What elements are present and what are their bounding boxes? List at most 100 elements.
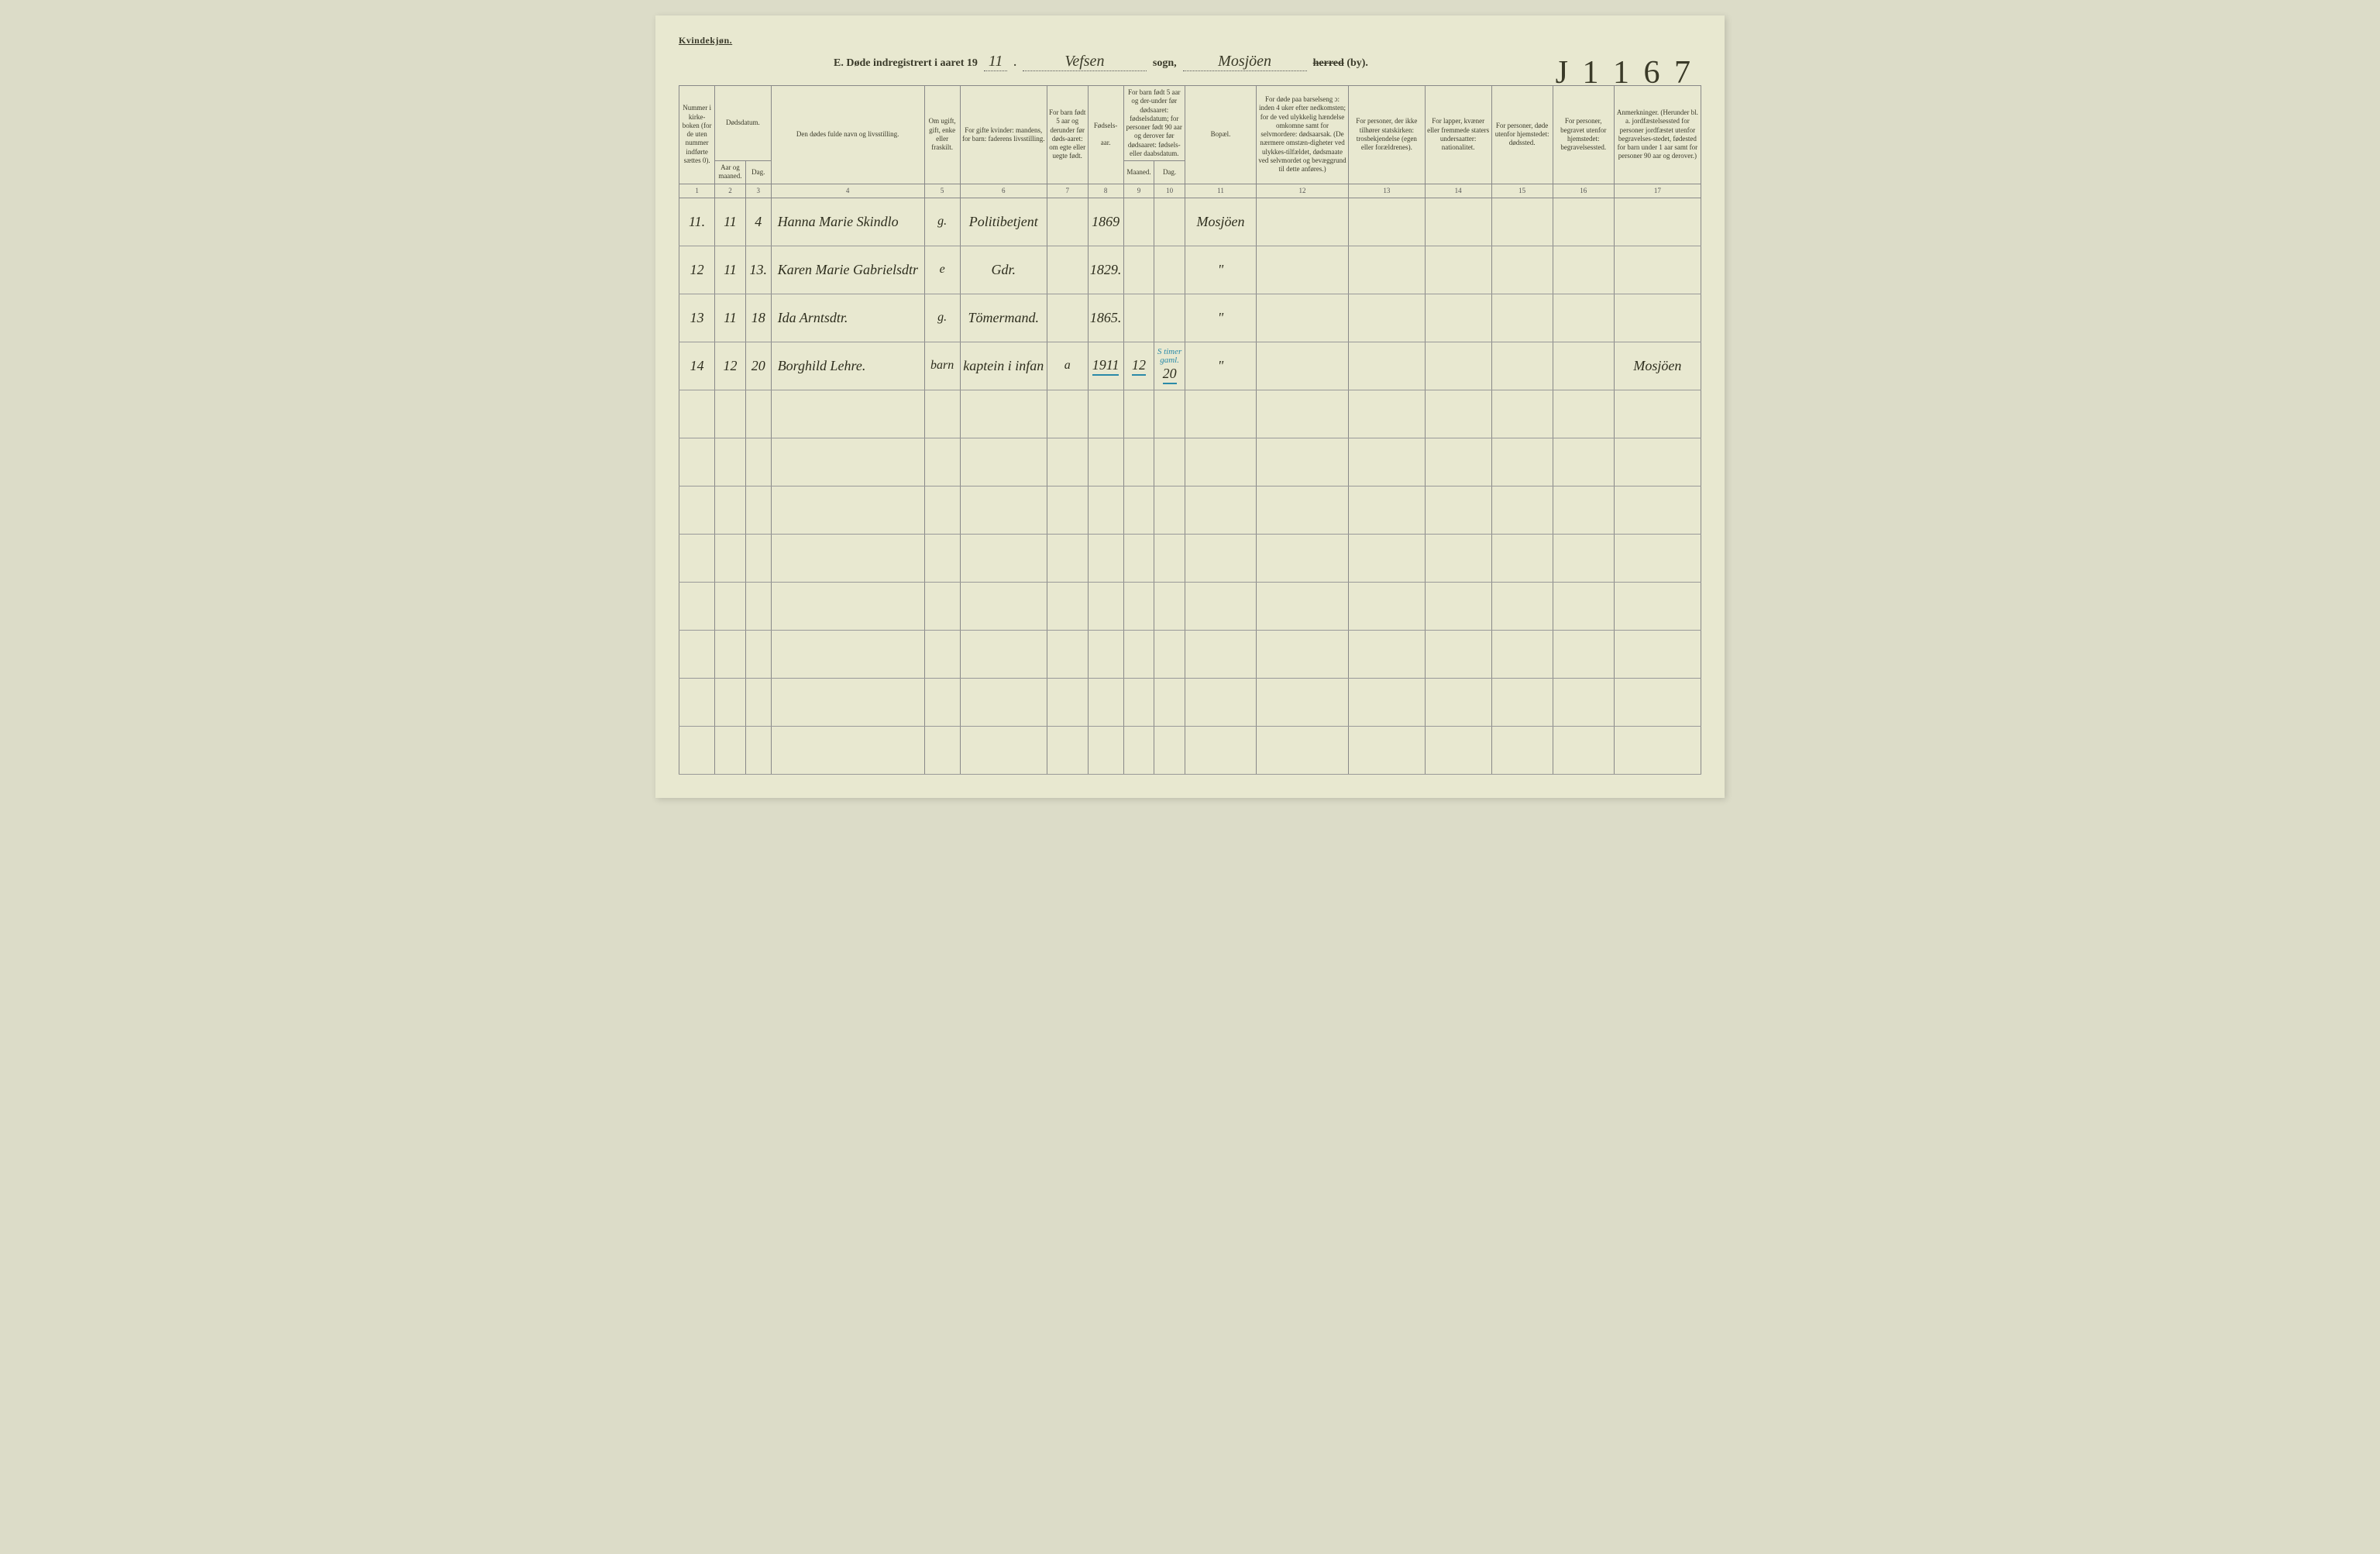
table-row: 141220Borghild Lehre.barnkaptein i infan… (679, 342, 1701, 390)
cell-empty (1553, 390, 1614, 438)
cell-year: 1911 (1088, 342, 1123, 390)
cell-empty (960, 678, 1047, 726)
cell-empty (1123, 534, 1154, 582)
cell-empty (924, 438, 960, 486)
cell-empty (1553, 726, 1614, 774)
cell-empty (1425, 678, 1491, 726)
cell-name: Karen Marie Gabrielsdtr (771, 246, 924, 294)
cell-empty (715, 438, 746, 486)
cell-bopael: " (1185, 294, 1256, 342)
cell-empty (1154, 438, 1185, 486)
cell-empty (1185, 726, 1256, 774)
cell-name: Ida Arntsdtr. (771, 294, 924, 342)
header-col-8-prefix: Fødsels- (1094, 122, 1118, 129)
cell-empty (1257, 678, 1349, 726)
cell-c9: 12 (1123, 342, 1154, 390)
cell-empty (1425, 486, 1491, 534)
cell-empty (1123, 630, 1154, 678)
cell-empty (960, 726, 1047, 774)
cell-empty (715, 678, 746, 726)
cell-month: 11 (715, 246, 746, 294)
cell-empty (1348, 726, 1425, 774)
cell-relation: Gdr. (960, 246, 1047, 294)
cell-relation: Tömermand. (960, 294, 1047, 342)
cell-c14 (1425, 294, 1491, 342)
cell-day: 20 (745, 342, 771, 390)
blue-annotation: S timer gaml. (1156, 348, 1183, 365)
cell-empty (1154, 534, 1185, 582)
cell-empty (1185, 390, 1256, 438)
table-row-empty (679, 630, 1701, 678)
cell-empty (771, 678, 924, 726)
ledger-page: Kvindekjøn. E. Døde indregistrert i aare… (655, 15, 1725, 798)
herred-label: herred (by). (1313, 57, 1368, 70)
column-number: 12 (1257, 184, 1349, 198)
cell-empty (1047, 582, 1088, 630)
cell-empty (1154, 486, 1185, 534)
cell-c16 (1553, 246, 1614, 294)
column-number: 6 (960, 184, 1047, 198)
cell-empty (1185, 486, 1256, 534)
cell-empty (1491, 534, 1553, 582)
cell-empty (924, 390, 960, 438)
cell-c12 (1257, 294, 1349, 342)
cell-c13 (1348, 198, 1425, 246)
cell-empty (771, 390, 924, 438)
cell-empty (1553, 438, 1614, 486)
cell-empty (960, 390, 1047, 438)
column-number: 5 (924, 184, 960, 198)
header-col-2: Aar og maaned. (715, 161, 746, 184)
header-col-16: For personer, begravet utenfor hjemstede… (1553, 86, 1614, 184)
cell-empty (1047, 438, 1088, 486)
header-col-5: Om ugift, gift, enke eller fraskilt. (924, 86, 960, 184)
cell-empty (1123, 678, 1154, 726)
cell-empty (1088, 726, 1123, 774)
cell-c10 (1154, 246, 1185, 294)
cell-empty (679, 438, 715, 486)
column-number: 4 (771, 184, 924, 198)
ledger-table: Nummer i kirke-boken (for de uten nummer… (679, 85, 1701, 775)
cell-empty (1425, 582, 1491, 630)
cell-c17 (1614, 198, 1701, 246)
column-number: 3 (745, 184, 771, 198)
cell-empty (1614, 678, 1701, 726)
cell-empty (745, 438, 771, 486)
title-period: . (1013, 57, 1016, 70)
header-col-11: Bopæl. (1185, 86, 1256, 184)
cell-empty (1425, 390, 1491, 438)
table-row: 121113.Karen Marie GabrielsdtreGdr.1829.… (679, 246, 1701, 294)
cell-empty (1088, 438, 1123, 486)
cell-empty (1123, 726, 1154, 774)
cell-empty (1491, 438, 1553, 486)
table-body: 11.114Hanna Marie Skindlog.Politibetjent… (679, 198, 1701, 774)
cell-empty (1614, 726, 1701, 774)
cell-empty (771, 486, 924, 534)
cell-c14 (1425, 246, 1491, 294)
cell-empty (771, 582, 924, 630)
cell-empty (1088, 678, 1123, 726)
herred-suffix: (by). (1346, 57, 1368, 69)
cell-c12 (1257, 342, 1349, 390)
cell-empty (1088, 486, 1123, 534)
cell-empty (715, 726, 746, 774)
cell-empty (1257, 582, 1349, 630)
cell-num: 13 (679, 294, 715, 342)
cell-c16 (1553, 342, 1614, 390)
table-row-empty (679, 726, 1701, 774)
table-row-empty (679, 390, 1701, 438)
column-number: 7 (1047, 184, 1088, 198)
column-number: 13 (1348, 184, 1425, 198)
cell-empty (1348, 582, 1425, 630)
cell-empty (1425, 438, 1491, 486)
cell-c10 (1154, 294, 1185, 342)
cell-num: 11. (679, 198, 715, 246)
header-col-8: Fødsels-aar. (1088, 86, 1123, 184)
header-col-8-sub: aar. (1101, 139, 1111, 146)
header-col-17: Anmerkninger. (Herunder bl. a. jordfæste… (1614, 86, 1701, 184)
cell-empty (1348, 486, 1425, 534)
cell-empty (679, 534, 715, 582)
cell-empty (771, 726, 924, 774)
cell-num: 12 (679, 246, 715, 294)
cell-empty (1491, 678, 1553, 726)
cell-empty (1047, 534, 1088, 582)
